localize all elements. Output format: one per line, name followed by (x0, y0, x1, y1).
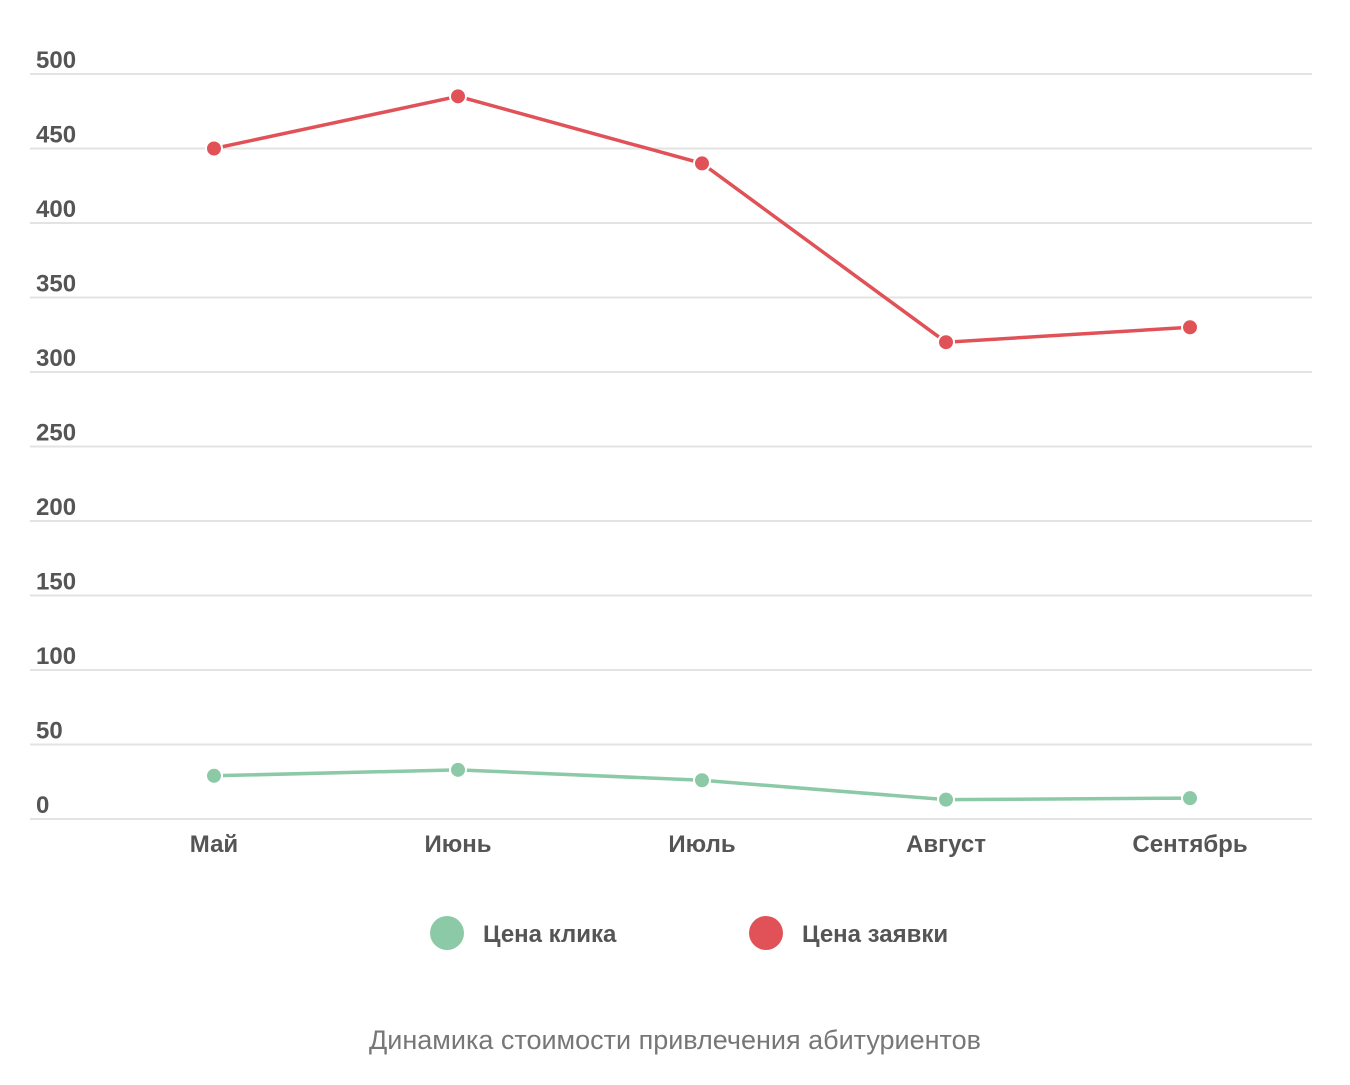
x-tick-label: Июль (668, 831, 735, 858)
point (937, 790, 955, 809)
y-tick-label: 150 (36, 569, 76, 596)
x-tick-label: Июнь (425, 831, 492, 858)
point (449, 87, 467, 106)
y-tick-label: 350 (36, 271, 76, 298)
chart-caption: Динамика стоимости привлечения абитуриен… (369, 1025, 981, 1055)
point (937, 333, 955, 352)
x-tick-label: Сентябрь (1132, 831, 1247, 858)
point (205, 766, 223, 785)
point (1181, 789, 1199, 808)
point (205, 139, 223, 158)
y-tick-label: 500 (36, 47, 76, 74)
point (1181, 318, 1199, 337)
y-tick-label: 450 (36, 122, 76, 149)
y-tick-label: 200 (36, 494, 76, 521)
legend-marker (430, 916, 464, 950)
y-tick-label: 300 (36, 345, 76, 372)
legend-marker (749, 916, 783, 950)
legend-label: Цена заявки (802, 921, 948, 948)
y-tick-label: 50 (36, 718, 63, 745)
y-tick-label: 100 (36, 643, 76, 670)
line (213, 94, 1191, 344)
y-tick-label: 400 (36, 196, 76, 223)
point (693, 154, 711, 173)
y-tick-label: 0 (36, 792, 49, 819)
legend-label: Цена клика (483, 921, 617, 948)
y-tick-label: 250 (36, 420, 76, 447)
x-tick-label: Май (190, 831, 238, 858)
point (449, 760, 467, 779)
point (693, 771, 711, 790)
x-tick-label: Август (906, 831, 986, 858)
